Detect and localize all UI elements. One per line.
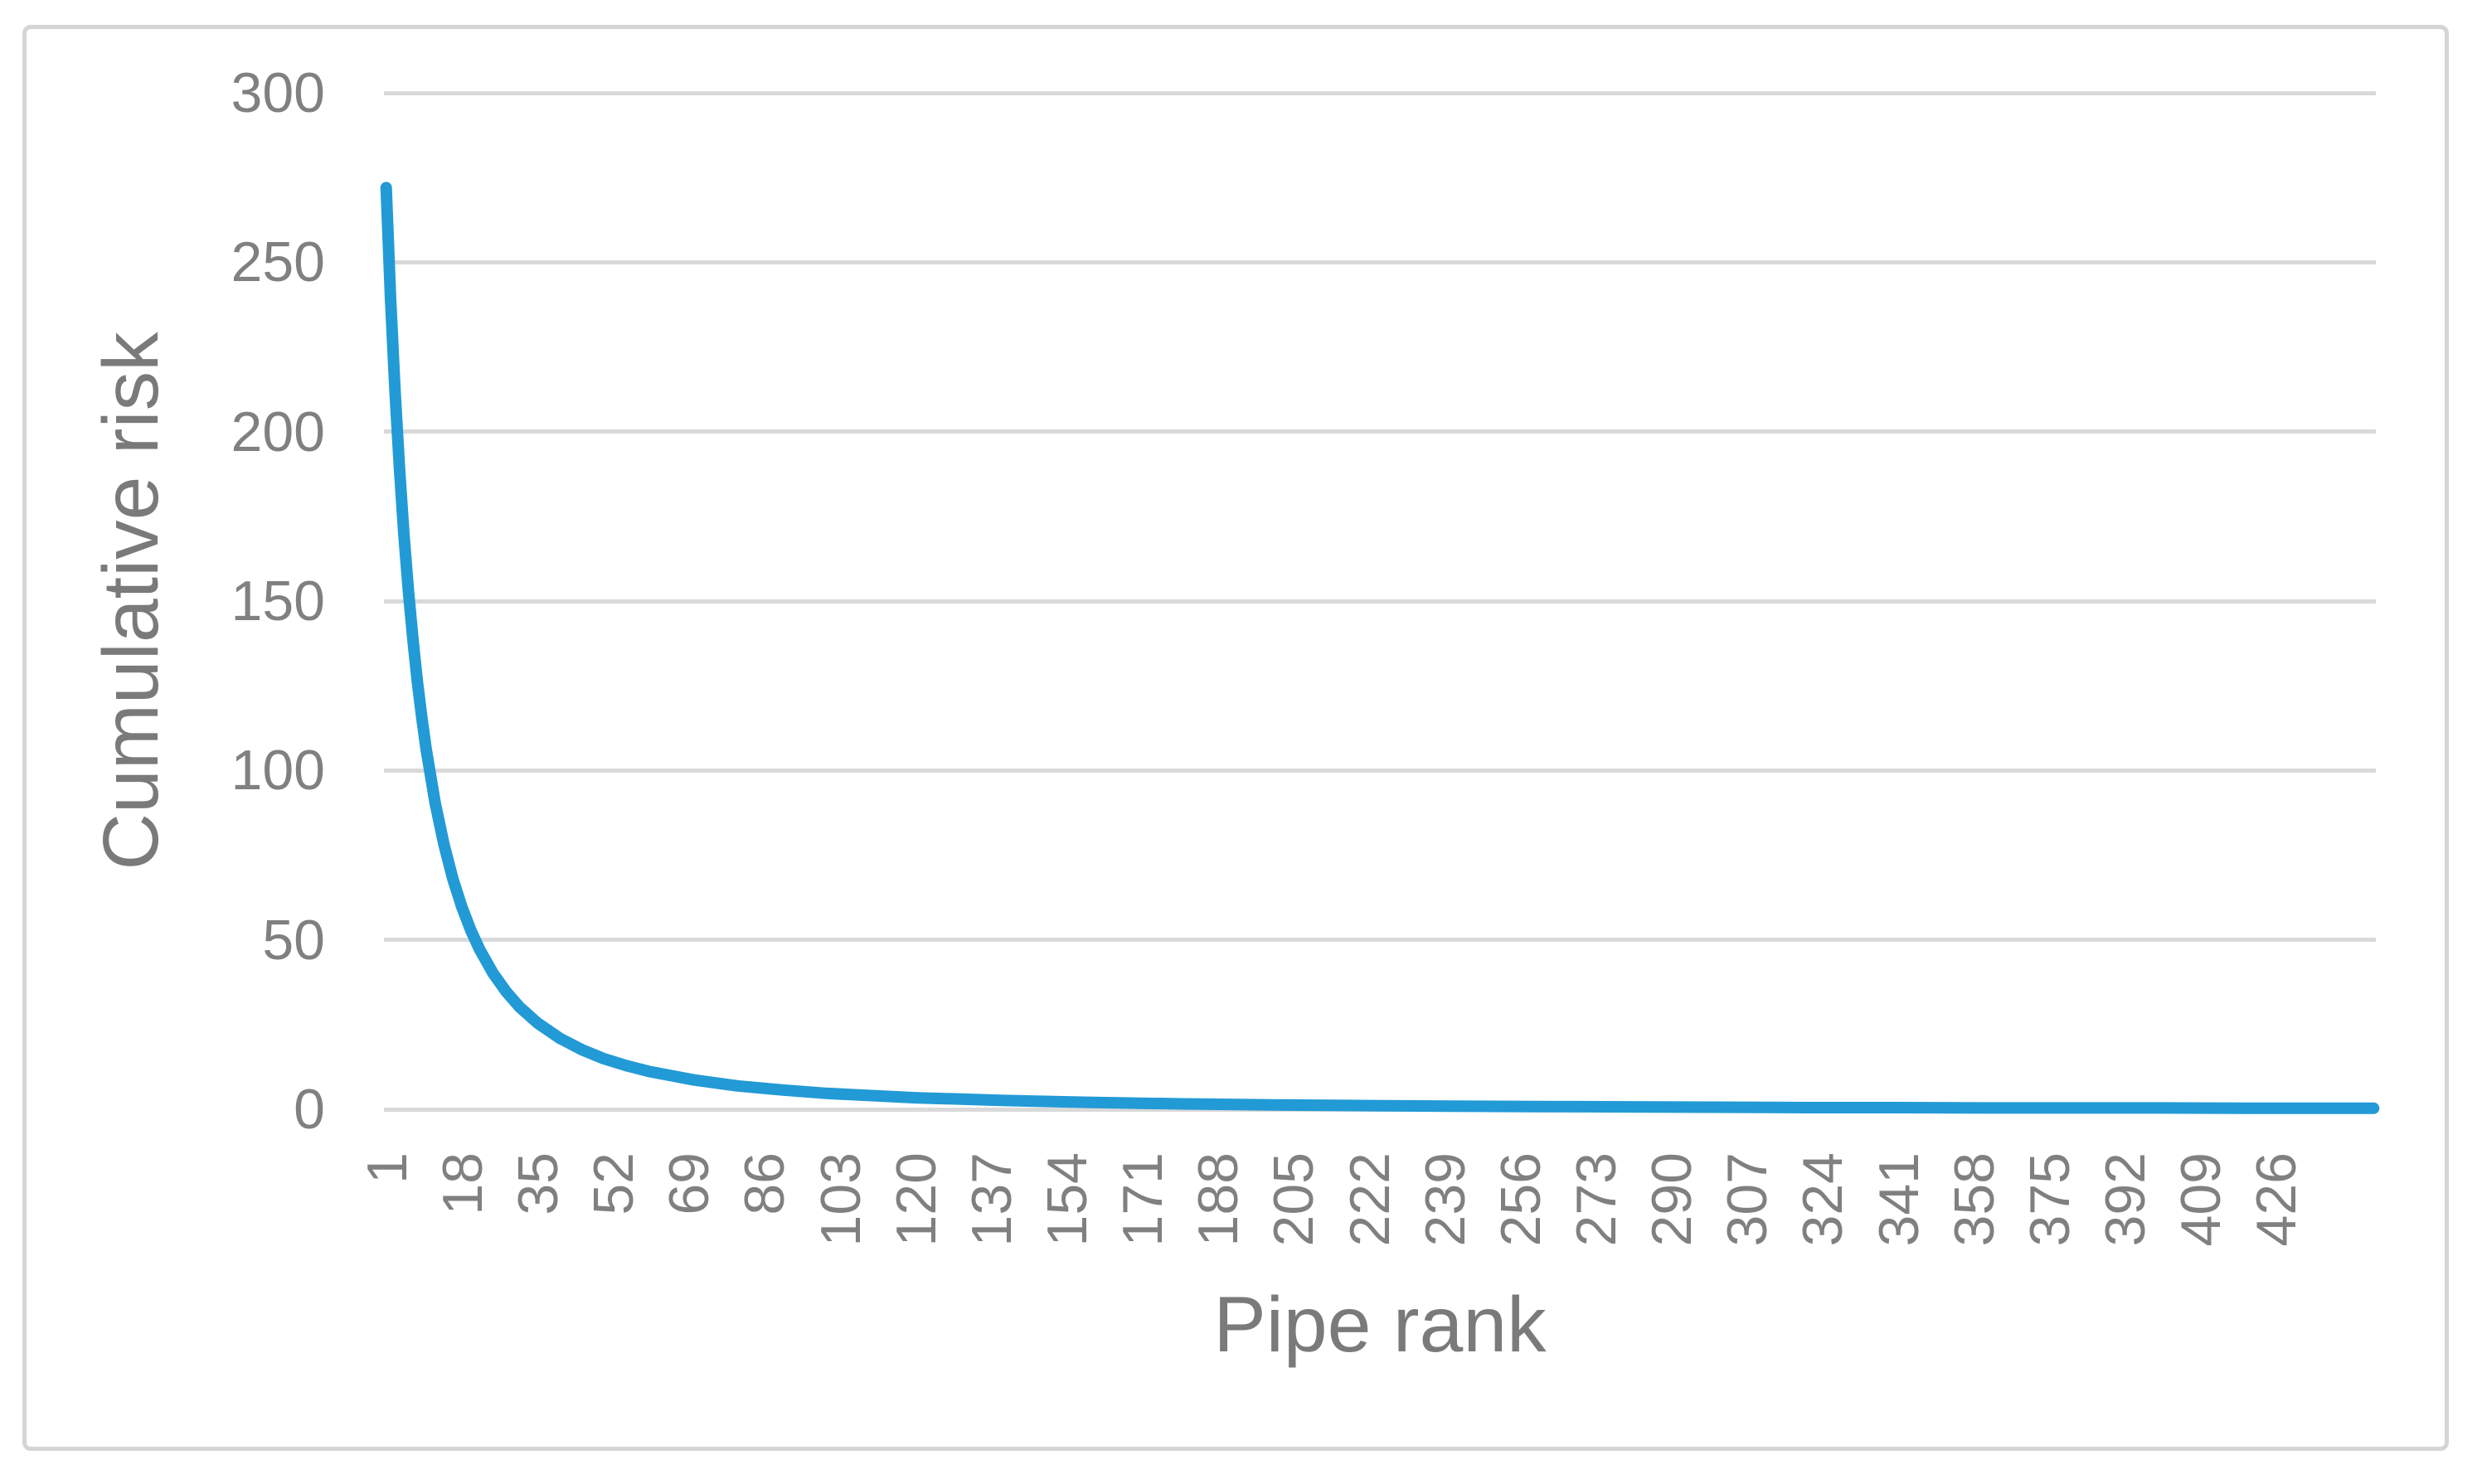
y-tick-label-100: 100 bbox=[231, 739, 325, 803]
gridline-y-300 bbox=[384, 90, 2376, 95]
x-axis-title: Pipe rank bbox=[1213, 1281, 1547, 1369]
x-tick-label-text: 188 bbox=[1187, 1152, 1251, 1247]
gridline-y-0 bbox=[384, 1107, 2376, 1112]
gridline-y-150 bbox=[384, 599, 2376, 604]
x-tick-label-text: 137 bbox=[959, 1152, 1023, 1247]
x-tick-label-text: 1 bbox=[355, 1152, 419, 1184]
x-tick-label-text: 154 bbox=[1036, 1152, 1099, 1247]
x-tick-label-text: 358 bbox=[1942, 1152, 2006, 1247]
x-tick-label-text: 103 bbox=[809, 1152, 872, 1247]
y-tick-label-300: 300 bbox=[231, 61, 325, 124]
x-tick-label-text: 86 bbox=[733, 1152, 797, 1215]
gridline-y-50 bbox=[384, 938, 2376, 943]
x-tick-label-text: 52 bbox=[582, 1152, 646, 1215]
x-tick-label-text: 341 bbox=[1867, 1152, 1931, 1247]
x-tick-label-text: 324 bbox=[1791, 1152, 1855, 1247]
x-tick-label-text: 35 bbox=[506, 1152, 570, 1215]
x-tick-label-text: 171 bbox=[1111, 1152, 1175, 1247]
x-tick-label-text: 120 bbox=[884, 1152, 948, 1247]
x-tick-label-text: 18 bbox=[430, 1152, 494, 1215]
x-tick-label-text: 409 bbox=[2169, 1152, 2233, 1247]
y-tick-label-250: 250 bbox=[231, 230, 325, 294]
x-tick-label-text: 69 bbox=[658, 1152, 721, 1215]
x-tick-label-text: 375 bbox=[2018, 1152, 2081, 1247]
x-tick-label-text: 205 bbox=[1262, 1152, 1326, 1247]
y-axis-title: Cumulative risk bbox=[87, 332, 175, 871]
x-tick-label-text: 290 bbox=[1640, 1152, 1704, 1247]
y-tick-label-0: 0 bbox=[294, 1078, 325, 1141]
x-tick-label-text: 273 bbox=[1565, 1152, 1629, 1247]
y-tick-label-200: 200 bbox=[231, 400, 325, 463]
gridline-y-200 bbox=[384, 429, 2376, 434]
x-tick-label-text: 256 bbox=[1489, 1152, 1552, 1247]
gridline-y-100 bbox=[384, 768, 2376, 773]
gridline-y-250 bbox=[384, 259, 2376, 264]
y-tick-label-50: 50 bbox=[262, 908, 325, 972]
y-tick-label-150: 150 bbox=[231, 570, 325, 633]
chart-border bbox=[22, 25, 2449, 1451]
x-tick-label-text: 426 bbox=[2245, 1152, 2309, 1247]
x-tick-label-text: 392 bbox=[2094, 1152, 2158, 1247]
x-tick-label-text: 222 bbox=[1338, 1152, 1401, 1247]
x-tick-label-text: 239 bbox=[1413, 1152, 1477, 1247]
x-tick-label-text: 307 bbox=[1716, 1152, 1780, 1247]
